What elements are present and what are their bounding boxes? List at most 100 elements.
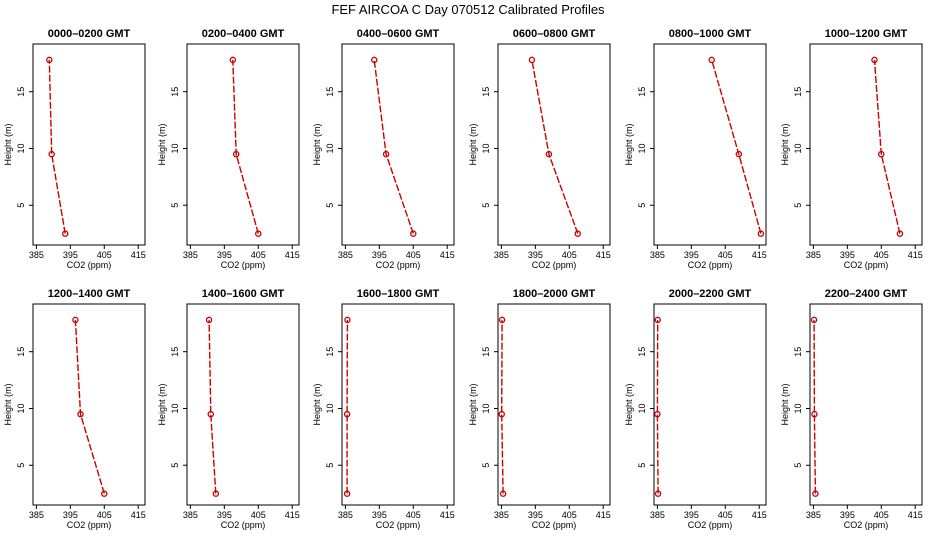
data-point (498, 316, 506, 324)
x-tick-label: 395 (63, 510, 78, 520)
data-point (382, 150, 390, 158)
x-tick-label: 395 (372, 250, 387, 260)
x-tick-label: 385 (29, 510, 44, 520)
data-point (810, 316, 818, 324)
data-point (232, 150, 240, 158)
plot-frame (341, 303, 455, 506)
y-axis-label: Height (m) (624, 383, 634, 425)
data-point (101, 490, 108, 497)
y-axis-label: Height (m) (3, 383, 13, 425)
y-tick-label: 10 (325, 143, 335, 153)
y-tick-label: 5 (16, 203, 26, 208)
plot-frame (32, 43, 146, 246)
data-point (528, 56, 536, 64)
y-tick-label: 10 (481, 403, 491, 413)
y-tick-label: 10 (637, 403, 647, 413)
data-point (708, 56, 715, 64)
panel-title: 0000–0200 GMT (48, 28, 131, 40)
panel-title: 2000–2200 GMT (669, 288, 752, 300)
panel-title: 1000–1200 GMT (825, 28, 908, 40)
y-axis-label: Height (m) (312, 383, 322, 425)
profile-panel: 0400–0600 GMT 385 395 405 415 5 10 15 CO2 (ppm) H… (312, 28, 455, 270)
data-point (344, 316, 351, 324)
x-tick-label: 395 (684, 510, 699, 520)
plot-frame (653, 43, 767, 246)
y-tick-label: 5 (170, 203, 180, 208)
figure-title: FEF AIRCOA C Day 070512 Calibrated Profi… (331, 2, 605, 17)
x-tick-label: 385 (650, 250, 665, 260)
profile-line (373, 59, 414, 234)
y-tick-label: 10 (325, 403, 335, 413)
y-tick-label: 15 (325, 347, 335, 357)
data-point (370, 56, 378, 64)
x-tick-label: 405 (97, 510, 112, 520)
y-tick-label: 5 (481, 203, 491, 208)
panel-title: 1800–2000 GMT (513, 288, 596, 300)
y-tick-label: 10 (170, 143, 180, 153)
x-tick-label: 415 (440, 250, 455, 260)
profile-line (873, 59, 901, 234)
x-tick-label: 415 (285, 510, 300, 520)
data-point (46, 56, 53, 64)
plot-frame (809, 303, 923, 506)
x-tick-label: 395 (528, 250, 543, 260)
panel-title: 0400–0600 GMT (357, 28, 440, 40)
profile-line (711, 59, 762, 234)
x-tick-label: 415 (752, 510, 767, 520)
x-tick-label: 395 (217, 510, 232, 520)
y-tick-label: 15 (170, 347, 180, 357)
data-point (545, 150, 553, 158)
x-axis-label: CO2 (ppm) (376, 520, 421, 530)
profile-panel: 0000–0200 GMT 385 395 405 415 5 10 15 CO2 (ppm) H… (3, 28, 146, 270)
x-tick-label: 395 (840, 510, 855, 520)
data-point (343, 490, 351, 497)
data-point (61, 230, 69, 237)
x-axis-label: CO2 (ppm) (532, 520, 577, 530)
profile-line (656, 319, 659, 494)
y-tick-label: 15 (170, 87, 180, 97)
x-tick-label: 385 (338, 510, 353, 520)
x-tick-label: 415 (131, 510, 146, 520)
x-tick-label: 415 (752, 250, 767, 260)
profile-panel: 1200–1400 GMT 385 395 405 415 5 10 15 CO2 (ppm) H… (3, 288, 146, 530)
data-point (654, 410, 661, 418)
x-tick-label: 395 (840, 250, 855, 260)
data-point (811, 410, 818, 418)
x-tick-label: 405 (718, 510, 733, 520)
data-point (72, 316, 79, 324)
panel-title: 0200–0400 GMT (202, 28, 285, 40)
x-tick-label: 395 (372, 510, 387, 520)
y-tick-label: 15 (325, 87, 335, 97)
y-tick-label: 15 (637, 347, 647, 357)
y-axis-label: Height (m) (624, 123, 634, 165)
profile-panel: 1800–2000 GMT 385 395 405 415 5 10 15 CO2 (ppm) H… (468, 288, 611, 530)
data-point (735, 150, 743, 158)
x-tick-label: 385 (806, 510, 821, 520)
data-point (878, 150, 885, 158)
panel-title: 1400–1600 GMT (202, 288, 285, 300)
y-tick-label: 15 (793, 347, 803, 357)
x-tick-label: 405 (406, 510, 421, 520)
y-tick-label: 10 (481, 143, 491, 153)
data-point (343, 410, 351, 418)
x-tick-label: 385 (29, 250, 44, 260)
plot-frame (653, 303, 767, 506)
profile-line (813, 319, 817, 494)
profile-line (531, 59, 579, 234)
data-point (77, 410, 84, 418)
x-axis-label: CO2 (ppm) (376, 260, 421, 270)
y-axis-label: Height (m) (780, 383, 790, 425)
x-tick-label: 405 (251, 250, 266, 260)
x-tick-label: 415 (908, 510, 923, 520)
data-point (812, 490, 819, 497)
y-tick-label: 10 (16, 403, 26, 413)
y-axis-label: Height (m) (3, 123, 13, 165)
plot-frame (497, 43, 611, 246)
plot-frame (497, 303, 611, 506)
panel-title: 1200–1400 GMT (48, 288, 131, 300)
x-tick-label: 405 (874, 250, 889, 260)
y-tick-label: 5 (637, 203, 647, 208)
x-tick-label: 405 (718, 250, 733, 260)
x-axis-label: CO2 (ppm) (67, 520, 112, 530)
